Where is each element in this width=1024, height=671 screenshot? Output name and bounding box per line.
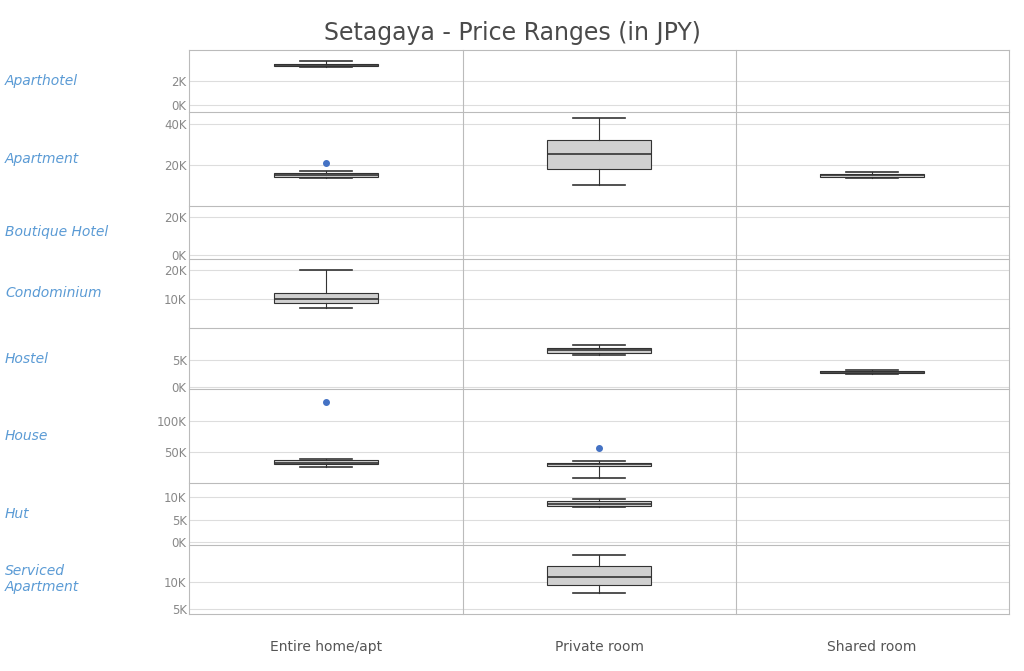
Text: Hostel: Hostel xyxy=(5,352,49,366)
Text: Boutique Hotel: Boutique Hotel xyxy=(5,225,109,239)
PathPatch shape xyxy=(820,370,924,373)
PathPatch shape xyxy=(820,174,924,177)
Text: Aparthotel: Aparthotel xyxy=(5,74,78,88)
Text: Hut: Hut xyxy=(5,507,30,521)
PathPatch shape xyxy=(547,566,651,584)
Text: Private room: Private room xyxy=(555,640,643,654)
PathPatch shape xyxy=(274,173,378,177)
Text: Setagaya - Price Ranges (in JPY): Setagaya - Price Ranges (in JPY) xyxy=(324,21,700,46)
PathPatch shape xyxy=(547,348,651,353)
Text: Shared room: Shared room xyxy=(827,640,916,654)
PathPatch shape xyxy=(547,501,651,506)
PathPatch shape xyxy=(547,140,651,169)
Text: Serviced
Apartment: Serviced Apartment xyxy=(5,564,80,595)
Text: Apartment: Apartment xyxy=(5,152,80,166)
PathPatch shape xyxy=(274,460,378,464)
Text: Condominium: Condominium xyxy=(5,287,101,301)
Text: Entire home/apt: Entire home/apt xyxy=(270,640,382,654)
Text: House: House xyxy=(5,429,48,444)
PathPatch shape xyxy=(274,64,378,66)
PathPatch shape xyxy=(274,293,378,303)
PathPatch shape xyxy=(547,462,651,466)
